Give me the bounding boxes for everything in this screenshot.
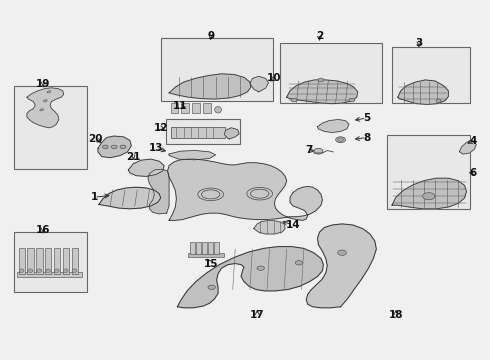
Text: 12: 12 (153, 123, 168, 133)
Text: 18: 18 (389, 310, 403, 320)
Polygon shape (254, 220, 285, 234)
Text: 1: 1 (91, 192, 98, 202)
Text: 19: 19 (36, 78, 50, 89)
Polygon shape (148, 169, 169, 214)
Bar (192, 103, 200, 113)
Text: 15: 15 (203, 258, 218, 269)
Bar (190, 242, 195, 254)
Polygon shape (318, 120, 349, 132)
Polygon shape (287, 80, 358, 104)
Bar (27, 248, 34, 274)
Bar (202, 242, 207, 254)
Ellipse shape (338, 250, 346, 256)
Bar (166, 119, 240, 144)
Ellipse shape (46, 269, 50, 273)
Ellipse shape (54, 269, 59, 273)
Polygon shape (460, 140, 476, 154)
Text: 20: 20 (88, 134, 103, 144)
Text: 10: 10 (267, 73, 282, 84)
Ellipse shape (291, 98, 297, 102)
Text: 9: 9 (207, 31, 214, 41)
Ellipse shape (102, 145, 108, 149)
Polygon shape (392, 178, 466, 209)
Text: 6: 6 (469, 168, 476, 178)
Polygon shape (398, 80, 448, 104)
Polygon shape (177, 247, 323, 308)
Bar (14, 232, 87, 292)
Text: 3: 3 (416, 38, 422, 48)
Polygon shape (169, 74, 251, 99)
Bar (54, 248, 60, 274)
Polygon shape (98, 136, 131, 158)
Ellipse shape (111, 145, 117, 149)
Ellipse shape (336, 137, 345, 143)
Text: 4: 4 (469, 136, 477, 146)
Ellipse shape (44, 100, 47, 102)
Polygon shape (99, 187, 161, 209)
Ellipse shape (19, 269, 24, 273)
Ellipse shape (120, 145, 126, 149)
Text: 11: 11 (173, 101, 188, 111)
Ellipse shape (47, 91, 51, 93)
Text: 7: 7 (305, 145, 313, 156)
Bar (171, 127, 225, 138)
Bar (203, 103, 211, 113)
Text: 2: 2 (316, 31, 323, 41)
Bar (36, 248, 43, 274)
Bar (14, 86, 87, 169)
Text: 13: 13 (148, 143, 163, 153)
Ellipse shape (436, 99, 441, 103)
Bar (17, 272, 82, 277)
Polygon shape (27, 88, 64, 128)
Text: 21: 21 (126, 152, 141, 162)
Text: 8: 8 (363, 132, 370, 143)
Ellipse shape (28, 269, 33, 273)
Bar (19, 248, 25, 274)
Text: 16: 16 (36, 225, 50, 235)
Bar (392, 47, 470, 103)
Ellipse shape (295, 261, 303, 265)
Polygon shape (128, 159, 164, 176)
Bar (45, 248, 51, 274)
Polygon shape (306, 224, 376, 308)
Polygon shape (250, 76, 269, 92)
Ellipse shape (37, 269, 42, 273)
Ellipse shape (318, 78, 324, 82)
Polygon shape (224, 128, 239, 139)
Ellipse shape (40, 109, 44, 111)
Ellipse shape (72, 269, 77, 273)
Ellipse shape (215, 107, 221, 113)
Bar (196, 242, 201, 254)
Bar (188, 253, 224, 257)
Ellipse shape (422, 193, 435, 200)
Polygon shape (168, 159, 322, 220)
Bar (181, 103, 189, 113)
Ellipse shape (314, 148, 323, 154)
Bar (171, 103, 178, 113)
Bar (63, 248, 69, 274)
Bar (161, 38, 273, 101)
Bar (72, 248, 78, 274)
Text: 5: 5 (363, 113, 370, 123)
Bar (214, 242, 219, 254)
Bar (280, 43, 382, 103)
Ellipse shape (63, 269, 68, 273)
Text: 14: 14 (286, 220, 300, 230)
Ellipse shape (349, 98, 355, 102)
Polygon shape (169, 150, 216, 160)
Bar (208, 242, 213, 254)
Text: 17: 17 (250, 310, 265, 320)
Ellipse shape (338, 138, 343, 141)
Ellipse shape (257, 266, 265, 270)
Bar (387, 135, 470, 209)
Ellipse shape (208, 285, 216, 289)
